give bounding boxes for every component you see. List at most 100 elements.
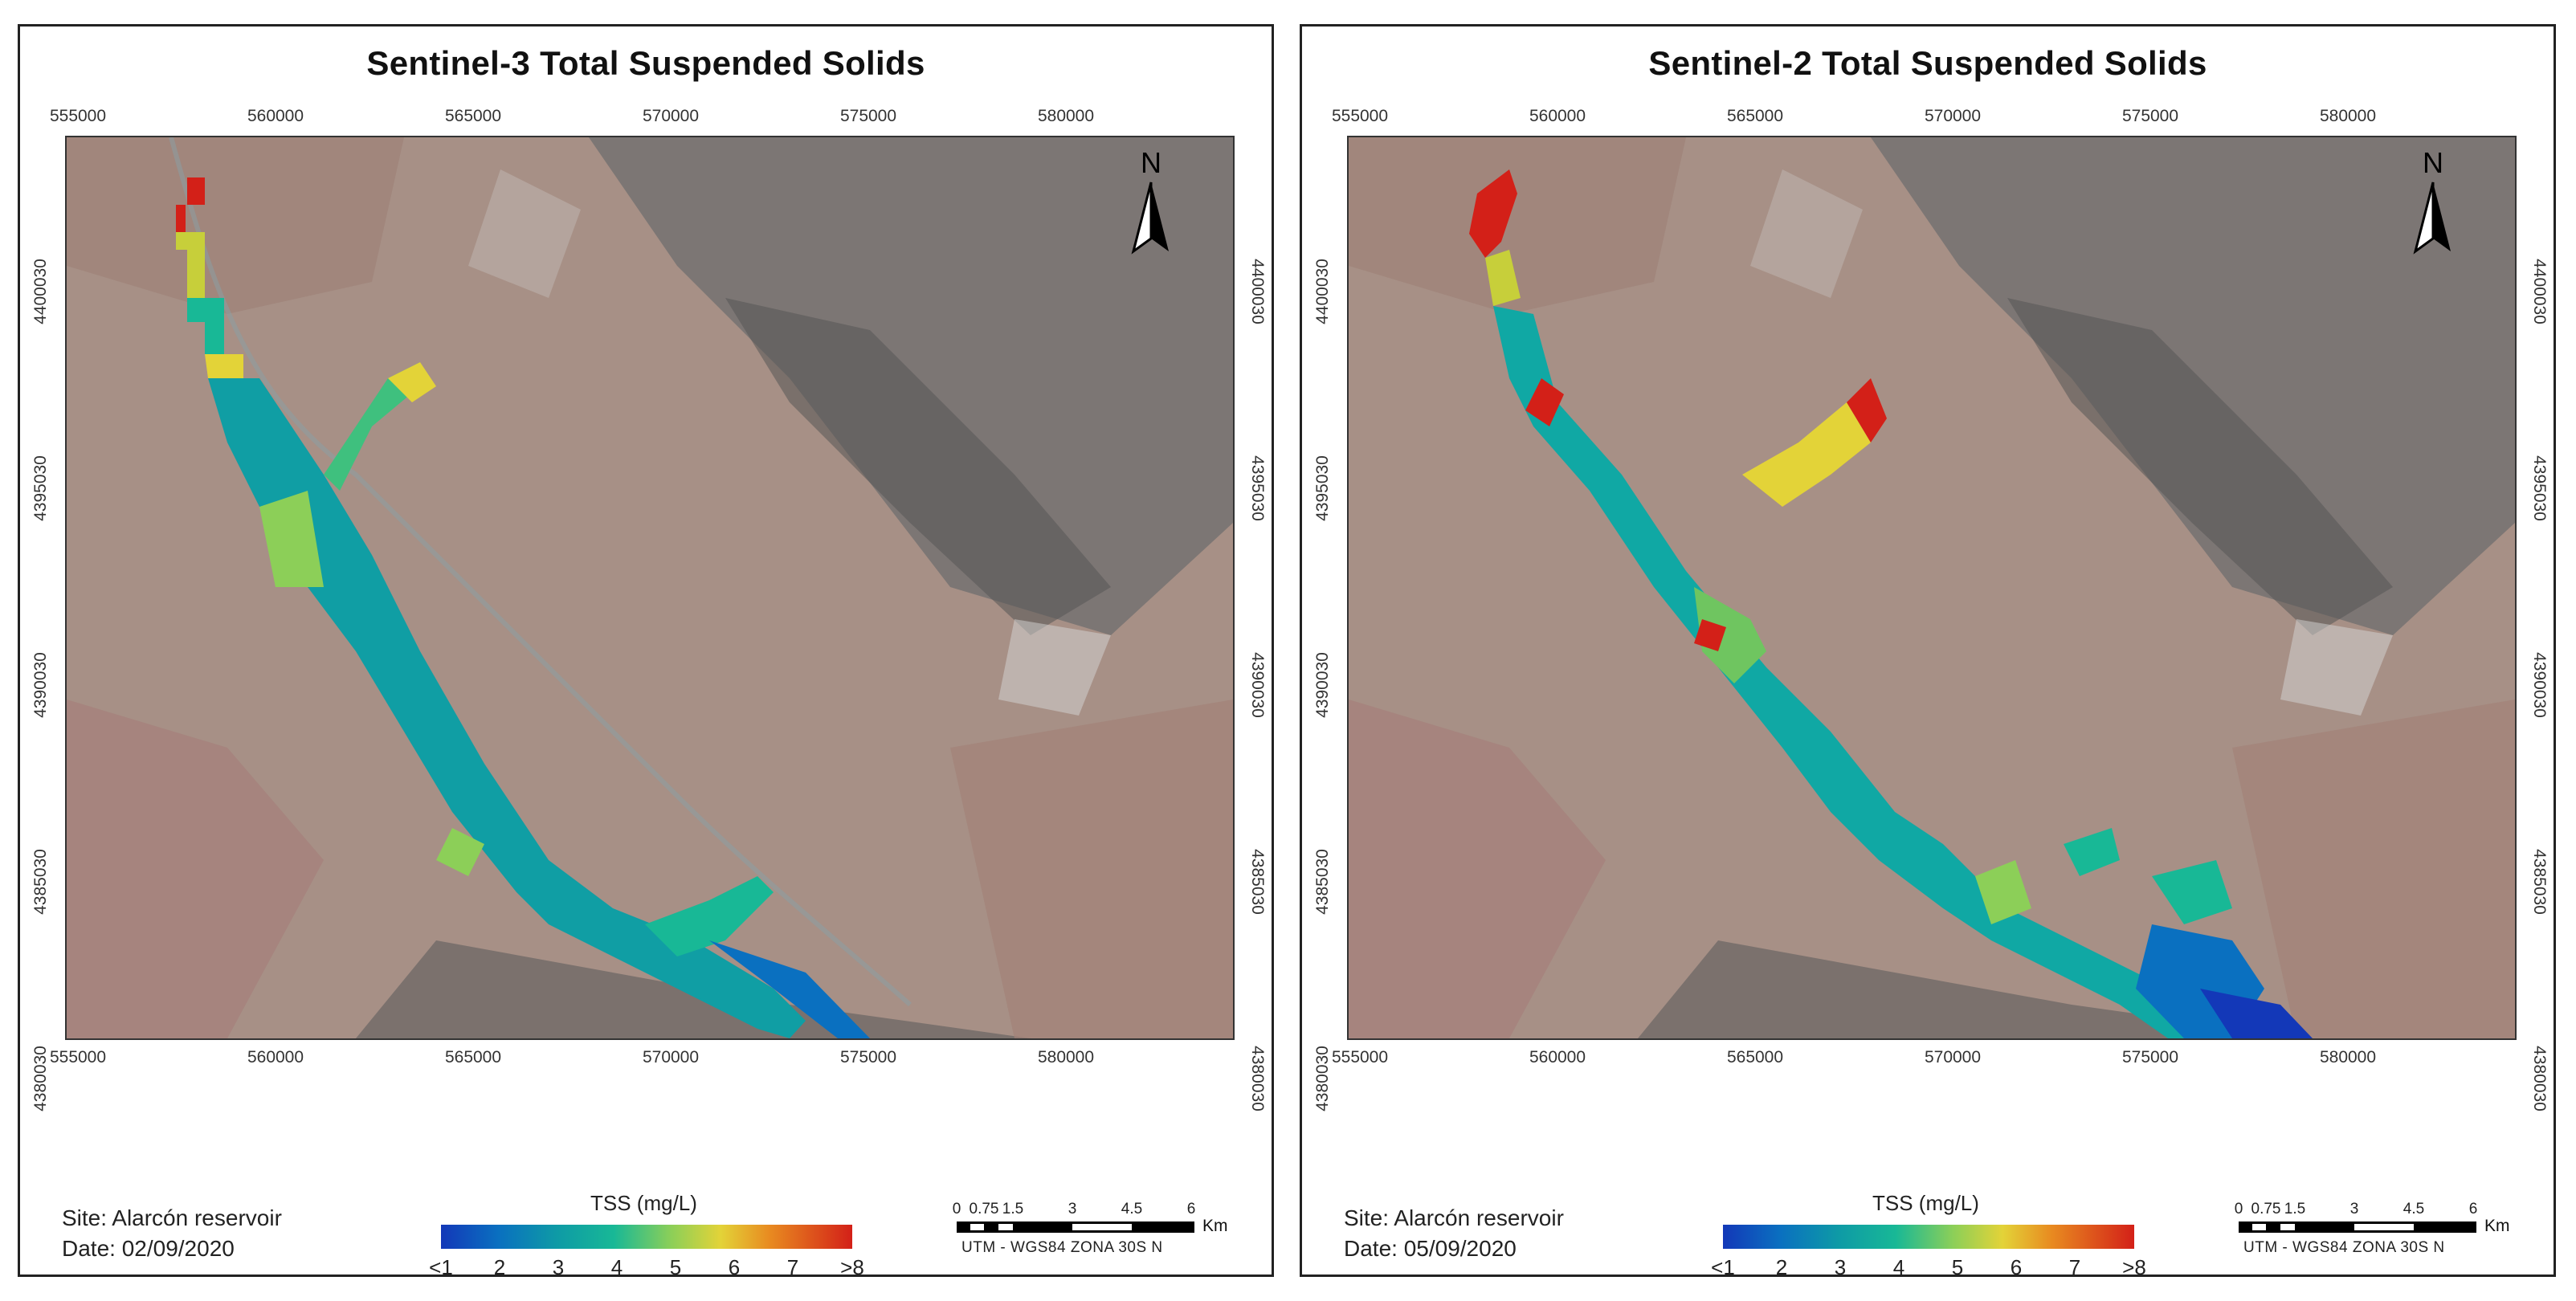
colorbar-label: 3 — [552, 1255, 565, 1279]
satellite-map[interactable]: N — [65, 136, 1235, 1040]
site-info: Site: Alarcón reservoir Date: 02/09/2020 — [62, 1203, 282, 1264]
colorbar-label: 4 — [1892, 1255, 1905, 1279]
scalebar-label: 3 — [1068, 1201, 1077, 1217]
northing-tick-right: 4390030 — [1248, 652, 1267, 718]
easting-tick-bottom: 560000 — [247, 1048, 304, 1066]
easting-tick-top: 580000 — [1037, 107, 1095, 125]
scalebar-label: 4.5 — [2402, 1201, 2425, 1217]
northing-tick-right: 4380030 — [2530, 1046, 2549, 1111]
easting-tick-bottom: 580000 — [1037, 1048, 1095, 1066]
site-info: Site: Alarcón reservoir Date: 05/09/2020 — [1344, 1203, 1564, 1264]
northing-tick-left: 4400030 — [1313, 259, 1332, 324]
scalebar-label: 1.5 — [2284, 1201, 2306, 1217]
easting-tick-bottom: 565000 — [1726, 1048, 1784, 1066]
northing-tick-left: 4400030 — [31, 259, 50, 324]
north-arrow-icon: N — [1131, 146, 1169, 255]
colorbar-label: 5 — [669, 1255, 682, 1279]
easting-tick-top: 575000 — [2121, 107, 2179, 125]
north-label: N — [1141, 146, 1161, 179]
easting-tick-bottom: 555000 — [1331, 1048, 1389, 1066]
sentinel3-map-panel: Sentinel-3 Total Suspended Solids 555000… — [18, 24, 1274, 1279]
scalebar-label: 0 — [952, 1201, 961, 1217]
northing-tick-right: 4395030 — [2530, 455, 2549, 521]
northing-tick-left: 4385030 — [31, 849, 50, 915]
site-name: Site: Alarcón reservoir — [1344, 1205, 1564, 1230]
colorbar-label: 6 — [728, 1255, 741, 1279]
colorbar-label: 3 — [1834, 1255, 1847, 1279]
easting-tick-top: 565000 — [444, 107, 502, 125]
tss-pixel-layer — [176, 177, 870, 1038]
scalebar — [2239, 1221, 2476, 1233]
northing-tick-left: 4395030 — [31, 455, 50, 521]
easting-tick-top: 555000 — [1331, 107, 1389, 125]
northing-tick-right: 4400030 — [2530, 259, 2549, 324]
northing-tick-right: 4395030 — [1248, 455, 1267, 521]
legend-title: TSS (mg/L) — [1872, 1191, 1979, 1215]
map-canvas — [67, 137, 1233, 1038]
colorbar-label: 5 — [1951, 1255, 1964, 1279]
easting-tick-bottom: 575000 — [2121, 1048, 2179, 1066]
colorbar-label: 7 — [786, 1255, 799, 1279]
easting-tick-top: 555000 — [49, 107, 107, 125]
map-canvas — [1349, 137, 2515, 1038]
colorbar-label: 2 — [493, 1255, 506, 1279]
easting-tick-top: 560000 — [1529, 107, 1586, 125]
colorbar-label: 7 — [2068, 1255, 2081, 1279]
scalebar-label: 0 — [2234, 1201, 2243, 1217]
tss-pixel-layer — [1469, 169, 2313, 1038]
northing-tick-left: 4390030 — [1313, 652, 1332, 718]
tss-colorbar — [441, 1225, 852, 1249]
scalebar-label: 1.5 — [1002, 1201, 1024, 1217]
site-name: Site: Alarcón reservoir — [62, 1205, 282, 1230]
acquisition-date: Date: 05/09/2020 — [1344, 1236, 1517, 1261]
colorbar-label: 6 — [2010, 1255, 2023, 1279]
north-arrow: N — [1119, 144, 1183, 256]
north-arrow-icon: N — [2413, 146, 2451, 255]
easting-tick-bottom: 570000 — [1924, 1048, 1982, 1066]
scalebar-labels: 0 0.75 1.5 3 4.5 6 — [2235, 1201, 2480, 1220]
easting-tick-top: 570000 — [642, 107, 700, 125]
northing-tick-right: 4380030 — [1248, 1046, 1267, 1111]
map-title: Sentinel-3 Total Suspended Solids — [366, 44, 925, 82]
legend-title: TSS (mg/L) — [590, 1191, 697, 1215]
scalebar-label: 4.5 — [1121, 1201, 1143, 1217]
northing-tick-right: 4385030 — [2530, 849, 2549, 915]
easting-tick-bottom: 560000 — [1529, 1048, 1586, 1066]
sentinel2-map-panel: Sentinel-2 Total Suspended Solids 555000… — [1300, 24, 2556, 1279]
scalebar-labels: 0 0.75 1.5 3 4.5 6 — [953, 1201, 1198, 1220]
northing-tick-right: 4385030 — [1248, 849, 1267, 915]
colorbar-label: 2 — [1775, 1255, 1788, 1279]
scalebar-label: 6 — [2468, 1201, 2478, 1217]
map-title: Sentinel-2 Total Suspended Solids — [1648, 44, 2207, 82]
colorbar-label: 4 — [610, 1255, 623, 1279]
scalebar-label: 0.75 — [2251, 1201, 2281, 1217]
easting-tick-bottom: 570000 — [642, 1048, 700, 1066]
north-arrow: N — [2401, 144, 2465, 256]
scalebar-label: 3 — [2349, 1201, 2359, 1217]
scalebar-unit: Km — [1202, 1217, 1228, 1235]
northing-tick-left: 4395030 — [1313, 455, 1332, 521]
colorbar-label: <1 — [429, 1255, 453, 1279]
scalebar-label: 6 — [1186, 1201, 1196, 1217]
acquisition-date: Date: 02/09/2020 — [62, 1236, 235, 1261]
easting-tick-bottom: 575000 — [839, 1048, 897, 1066]
northing-tick-right: 4390030 — [2530, 652, 2549, 718]
easting-tick-top: 580000 — [2319, 107, 2377, 125]
scalebar-unit: Km — [2484, 1217, 2510, 1235]
north-label: N — [2423, 146, 2443, 179]
easting-tick-top: 565000 — [1726, 107, 1784, 125]
tss-colorbar — [1723, 1225, 2134, 1249]
easting-tick-bottom: 580000 — [2319, 1048, 2377, 1066]
easting-tick-top: 560000 — [247, 107, 304, 125]
northing-tick-left: 4380030 — [1313, 1046, 1332, 1111]
easting-tick-top: 575000 — [839, 107, 897, 125]
colorbar-label: >8 — [2122, 1255, 2146, 1279]
scalebar-label: 0.75 — [969, 1201, 999, 1217]
projection-label: UTM - WGS84 ZONA 30S N — [2243, 1239, 2445, 1256]
northing-tick-right: 4400030 — [1248, 259, 1267, 324]
satellite-map[interactable]: N — [1347, 136, 2517, 1040]
projection-label: UTM - WGS84 ZONA 30S N — [961, 1239, 1163, 1256]
colorbar-labels: <1 2 3 4 5 6 7 >8 — [429, 1255, 875, 1279]
easting-tick-bottom: 565000 — [444, 1048, 502, 1066]
scalebar — [957, 1221, 1194, 1233]
